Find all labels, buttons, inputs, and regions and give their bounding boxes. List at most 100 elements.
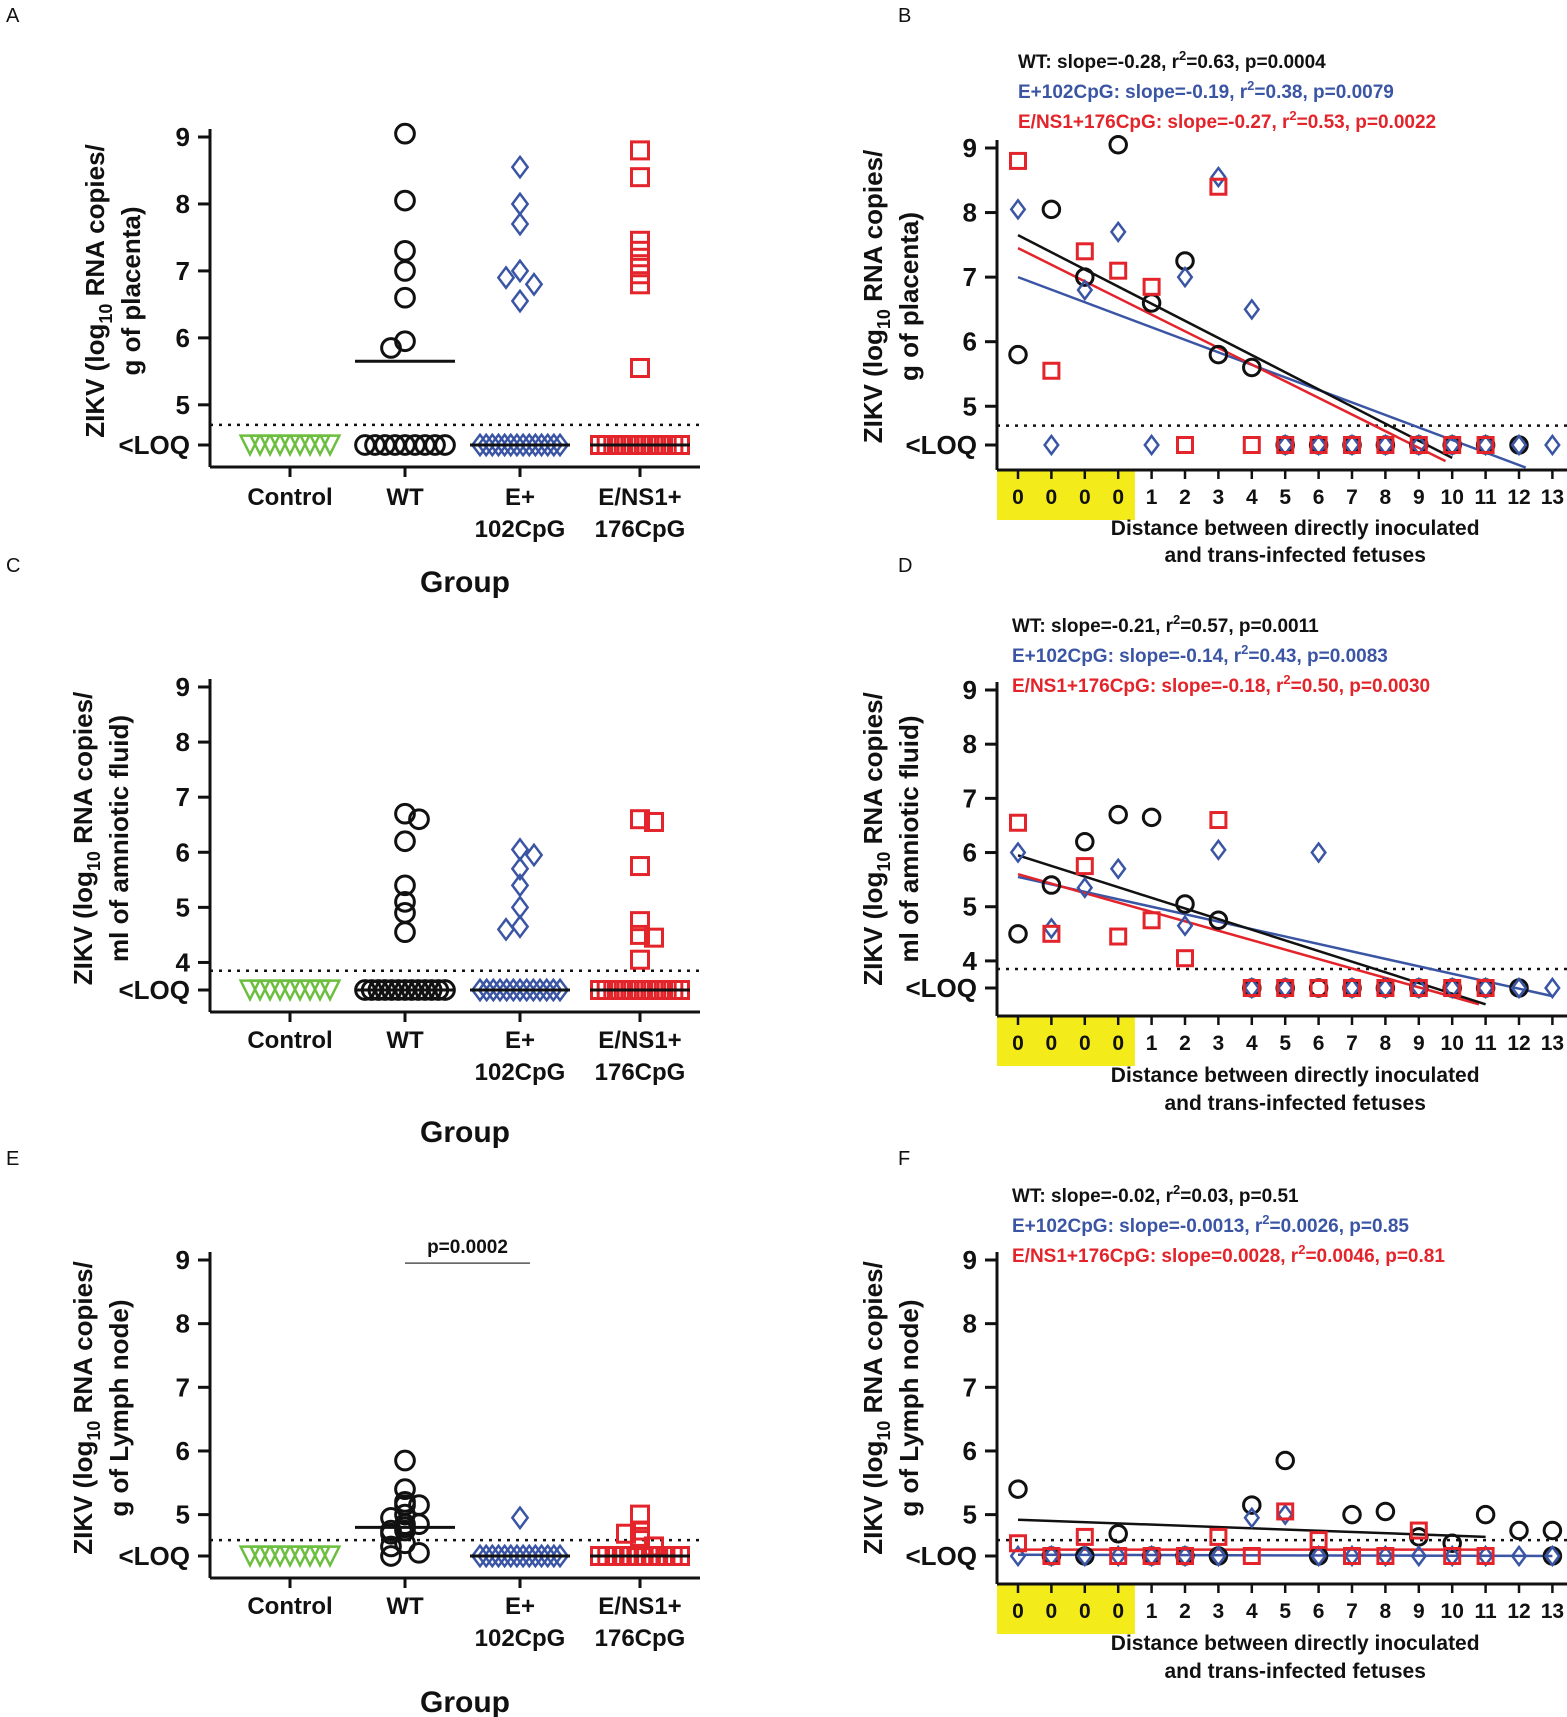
data-point-wt xyxy=(380,337,402,359)
panel-label: E xyxy=(6,1148,19,1170)
data-point-wt xyxy=(1041,199,1062,220)
data-point-e102 xyxy=(1043,433,1060,457)
data-point-e102 xyxy=(496,917,516,942)
x-tick-label: 11 xyxy=(1474,1600,1497,1623)
data-point-e102 xyxy=(537,977,556,1003)
y-axis-title: ZIKV (log10 RNA copies/g of Lymph node) xyxy=(858,1261,924,1555)
data-point-e102 xyxy=(476,432,496,458)
data-point-ens1 xyxy=(1109,1547,1128,1565)
regression-stats-e102: E+102CpG: slope=-0.19, r2=0.38, p=0.0079 xyxy=(1018,78,1394,103)
data-point-ens1 xyxy=(630,167,650,188)
x-axis-title-line: and trans-infected fetuses xyxy=(1164,544,1425,567)
data-point-wt xyxy=(1509,1520,1529,1541)
y-title-subscript: 10 xyxy=(874,852,894,872)
y-title-subscript: 10 xyxy=(874,309,894,329)
x-tick-label: 0 xyxy=(1079,486,1091,509)
data-point-wt xyxy=(394,189,416,212)
y-title-part: RNA copies/ xyxy=(858,1261,888,1420)
data-point-e102 xyxy=(1410,1544,1428,1568)
data-point-wt xyxy=(394,891,416,913)
data-point-ens1 xyxy=(1075,857,1094,876)
regression-stats-ens1: E/NS1+176CpG: slope=-0.18, r2=0.50, p=0.… xyxy=(1012,672,1430,697)
x-axis-title-line: and trans-infected fetuses xyxy=(1164,1660,1425,1683)
x-axis-title: Group xyxy=(420,1116,510,1149)
regression-stats-ens1: E/NS1+176CpG: slope=0.0028, r2=0.0046, p… xyxy=(1012,1242,1445,1267)
data-point-ens1 xyxy=(630,949,650,970)
y-title-line1: ZIKV (log10 RNA copies/ xyxy=(80,144,116,438)
data-point-ens1 xyxy=(1042,1547,1061,1565)
data-point-e102 xyxy=(538,1543,557,1569)
x-tick-label: 9 xyxy=(1413,1032,1425,1055)
category-label-line: E+ xyxy=(505,484,535,511)
y-tick-label: 4 xyxy=(963,946,978,976)
data-point-wt xyxy=(394,1478,416,1501)
data-point-e102 xyxy=(501,432,520,458)
x-axis-title-line: and trans-infected fetuses xyxy=(1164,1092,1425,1115)
x-axis-title-line: Distance between directly inoculated xyxy=(1111,1632,1480,1655)
y-title-subscript: 10 xyxy=(84,851,104,871)
data-point-ens1 xyxy=(1209,811,1228,830)
data-point-ens1 xyxy=(1242,436,1261,454)
data-point-e102 xyxy=(476,1543,496,1569)
data-point-e102 xyxy=(510,191,530,217)
data-point-e102 xyxy=(1310,1544,1327,1568)
category-label-wt: WT xyxy=(386,1593,424,1620)
data-point-e102 xyxy=(483,1543,502,1569)
data-point-e102 xyxy=(538,432,557,458)
data-point-ens1 xyxy=(1309,979,1328,997)
data-point-ens1 xyxy=(1276,1502,1295,1521)
y-title-part: RNA copies/ xyxy=(68,692,98,851)
category-label-line: 102CpG xyxy=(475,1059,566,1086)
y-tick-label: 9 xyxy=(963,675,977,705)
category-label-wt: WT xyxy=(386,1027,424,1054)
x-axis-title: Group xyxy=(420,566,510,599)
category-label-line: E/NS1+ xyxy=(598,484,681,511)
data-point-e102 xyxy=(510,856,530,882)
y-tick-label: 8 xyxy=(176,727,190,757)
y-title-line2: ml of amniotic fluid) xyxy=(104,715,134,962)
data-point-e102 xyxy=(497,977,516,1003)
data-point-e102 xyxy=(1510,1544,1528,1568)
data-point-e102 xyxy=(532,1543,551,1569)
data-point-e102 xyxy=(1544,1544,1561,1568)
y-title-part: ZIKV (log xyxy=(858,329,888,443)
data-point-ens1 xyxy=(1075,242,1094,261)
regression-line-wt xyxy=(1017,854,1486,1006)
x-tick-label: 0 xyxy=(1112,486,1124,509)
stat-superscript: 2 xyxy=(1289,108,1296,123)
data-point-e102 xyxy=(1544,433,1561,457)
regression-stats-wt: WT: slope=-0.02, r2=0.03, p=0.51 xyxy=(1012,1182,1299,1207)
data-point-control xyxy=(318,434,342,458)
y-tick-label: 8 xyxy=(963,198,977,228)
data-point-ens1 xyxy=(630,254,650,275)
data-point-e102 xyxy=(483,432,502,458)
data-point-e102 xyxy=(550,432,570,458)
regression-line-e102 xyxy=(1017,1553,1553,1558)
x-tick-label: 8 xyxy=(1380,486,1392,509)
data-point-ens1 xyxy=(1109,261,1128,280)
category-label-line: 176CpG xyxy=(595,516,686,543)
x-tick-label: 11 xyxy=(1474,486,1497,509)
loq-label: <LOQ xyxy=(905,430,977,460)
data-point-wt xyxy=(394,239,416,262)
data-point-e102 xyxy=(1510,976,1528,1000)
y-tick-label: 9 xyxy=(176,672,190,702)
data-point-ens1 xyxy=(630,1530,650,1551)
data-point-e102 xyxy=(550,977,570,1003)
data-point-e102 xyxy=(530,977,550,1003)
data-point-e102 xyxy=(496,265,516,290)
data-point-e102 xyxy=(524,842,544,868)
x-tick-label: 7 xyxy=(1346,486,1358,509)
y-title-part: ZIKV (log xyxy=(68,871,98,985)
loq-label: <LOQ xyxy=(118,975,190,1005)
category-label-ens1: E/NS1+ 176CpG xyxy=(595,1593,686,1652)
category-label-line: E/NS1+ xyxy=(598,1593,681,1620)
data-point-e102 xyxy=(1043,917,1060,940)
x-tick-label: 0 xyxy=(1046,1032,1058,1055)
y-tick-label: 7 xyxy=(176,256,190,286)
x-tick-label: 0 xyxy=(1079,1032,1091,1055)
data-point-wt xyxy=(1542,1520,1563,1541)
